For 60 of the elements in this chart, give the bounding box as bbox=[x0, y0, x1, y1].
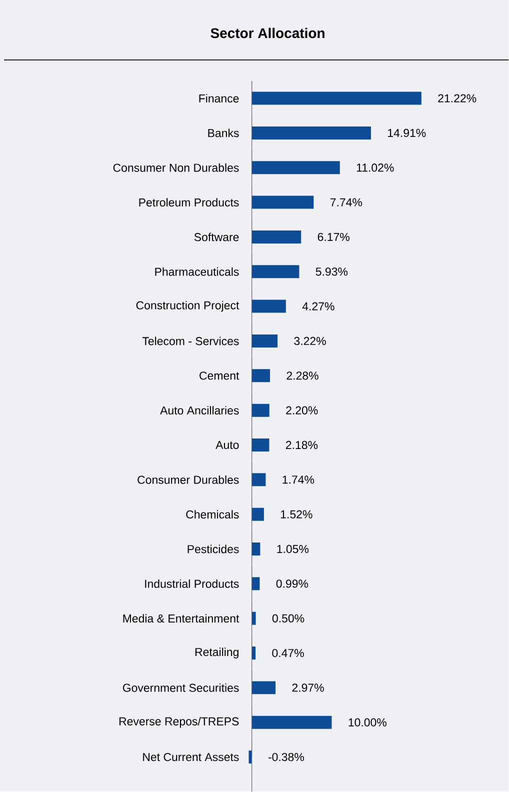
y-tick-label: Net Current Assets bbox=[143, 752, 239, 762]
bar bbox=[252, 196, 314, 209]
y-tick-label: Auto Ancillaries bbox=[160, 406, 239, 415]
y-tick-label: Chemicals bbox=[186, 510, 239, 519]
data-label: 1.05% bbox=[277, 544, 308, 554]
data-label: 14.91% bbox=[388, 128, 426, 138]
y-tick-label: Government Securities bbox=[122, 683, 239, 692]
bar bbox=[252, 577, 260, 590]
y-tick-label: Cement bbox=[199, 372, 240, 380]
y-tick-label: Software bbox=[194, 232, 239, 242]
y-tick-label: Auto bbox=[216, 440, 239, 449]
y-tick-label: Industrial Products bbox=[145, 579, 239, 588]
data-label: 1.52% bbox=[280, 510, 312, 518]
data-label: 2.18% bbox=[286, 440, 318, 450]
data-label: 7.74% bbox=[330, 198, 362, 206]
data-label: 0.50% bbox=[272, 614, 304, 622]
data-label: 11.02% bbox=[356, 164, 394, 172]
bar bbox=[252, 404, 270, 417]
bar bbox=[252, 334, 278, 348]
y-tick-label: Media & Entertainment bbox=[123, 614, 240, 623]
y-tick-label: Pharmaceuticals bbox=[155, 267, 239, 276]
bar bbox=[252, 92, 422, 105]
bar bbox=[252, 230, 302, 244]
y-tick-label: Consumer Durables bbox=[138, 475, 239, 484]
bar bbox=[252, 300, 286, 313]
data-label: 1.74% bbox=[282, 476, 314, 484]
bar bbox=[252, 716, 332, 729]
y-tick-label: Construction Project bbox=[136, 300, 240, 312]
y-tick-label: Finance bbox=[199, 94, 239, 102]
bar bbox=[252, 542, 260, 556]
bar bbox=[252, 508, 264, 521]
bar bbox=[252, 126, 371, 140]
data-label: 2.28% bbox=[286, 372, 318, 380]
y-tick-label: Banks bbox=[208, 128, 239, 138]
data-label: 0.47% bbox=[272, 648, 304, 658]
y-tick-label: Retailing bbox=[195, 648, 238, 658]
data-label: 5.93% bbox=[316, 268, 348, 276]
bar bbox=[252, 265, 300, 278]
data-label: 3.22% bbox=[294, 336, 326, 346]
y-tick-label: Reverse Repos/TREPS bbox=[119, 717, 239, 728]
data-label: 2.97% bbox=[292, 684, 324, 692]
data-label: 4.27% bbox=[302, 302, 334, 310]
bar bbox=[252, 473, 266, 486]
data-label: -0.38% bbox=[268, 752, 304, 762]
y-tick-label: Telecom - Services bbox=[142, 336, 239, 346]
y-tick-label: Pesticides bbox=[188, 544, 239, 554]
chart-title: Sector Allocation bbox=[210, 28, 324, 38]
data-label: 21.22% bbox=[438, 94, 476, 102]
data-label: 6.17% bbox=[318, 232, 350, 242]
data-label: 0.99% bbox=[276, 580, 308, 588]
bar bbox=[252, 438, 270, 452]
y-tick-label: Petroleum Products bbox=[139, 198, 239, 207]
bar bbox=[252, 369, 270, 382]
bar bbox=[252, 646, 256, 660]
data-label: 2.20% bbox=[286, 406, 318, 414]
y-tick-label: Consumer Non Durables bbox=[113, 163, 239, 172]
data-label: 10.00% bbox=[348, 718, 386, 726]
bar bbox=[252, 681, 276, 694]
bar bbox=[252, 161, 340, 174]
bar bbox=[252, 612, 256, 625]
